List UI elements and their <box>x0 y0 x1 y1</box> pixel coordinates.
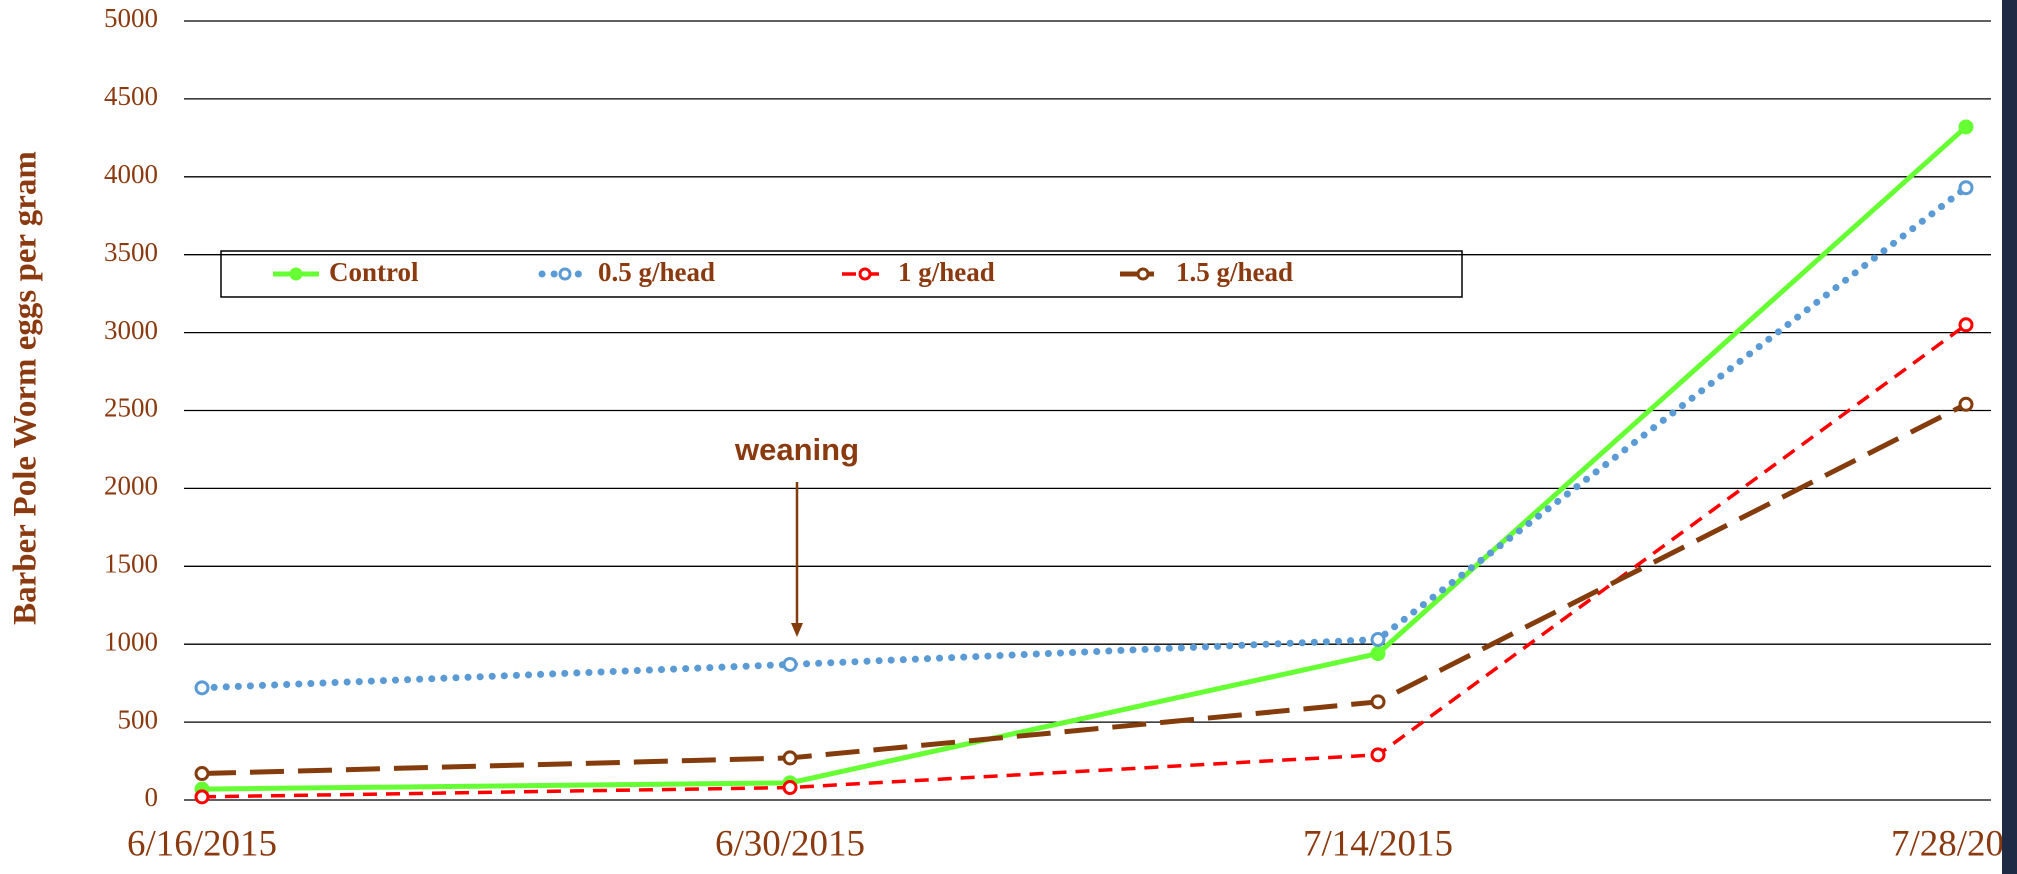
series-line <box>201 323 1968 799</box>
data-point <box>1370 632 1386 648</box>
y-tick-label: 3500 <box>104 237 158 267</box>
data-point <box>782 780 798 796</box>
legend-label: Control <box>329 257 419 287</box>
x-tick-label: 6/16/2015 <box>127 823 277 864</box>
y-tick-label: 2000 <box>104 471 158 501</box>
arrow-head <box>791 623 803 637</box>
legend-marker <box>558 267 572 281</box>
data-point <box>782 656 798 672</box>
data-point <box>1958 180 1974 196</box>
y-axis-label: Barber Pole Worm eggs per gram <box>8 151 44 625</box>
y-tick-label: 0 <box>145 782 159 812</box>
legend-label: 0.5 g/head <box>598 257 715 287</box>
legend-marker <box>1136 267 1150 281</box>
legend-label: 1 g/head <box>898 257 995 287</box>
y-tick-label: 2500 <box>104 393 158 423</box>
y-tick-label: 1000 <box>104 626 158 656</box>
y-tick-label: 1500 <box>104 549 158 579</box>
data-point <box>1958 317 1974 333</box>
annotation: weaning <box>734 432 859 467</box>
data-point <box>194 789 210 805</box>
series-line <box>201 125 1968 792</box>
y-tick-label: 500 <box>118 704 159 734</box>
data-point <box>1370 694 1386 710</box>
legend-label: 1.5 g/head <box>1176 257 1293 287</box>
y-tick-label: 4500 <box>104 81 158 111</box>
legend-marker <box>289 267 303 281</box>
side-strip <box>2002 0 2017 874</box>
series-line <box>201 402 1968 777</box>
y-tick-label: 4000 <box>104 159 158 189</box>
x-tick-label: 7/28/2015 <box>1891 823 2017 864</box>
data-point <box>1370 646 1386 662</box>
data-point <box>1958 119 1974 135</box>
data-point <box>1958 396 1974 412</box>
data-point <box>194 680 210 696</box>
y-tick-label: 3000 <box>104 315 158 345</box>
data-point <box>1370 747 1386 763</box>
data-point <box>194 766 210 782</box>
x-tick-label: 6/30/2015 <box>715 823 865 864</box>
y-tick-label: 5000 <box>104 3 158 33</box>
x-tick-label: 7/14/2015 <box>1303 823 1453 864</box>
series-line <box>198 184 1970 692</box>
legend-marker <box>858 267 872 281</box>
data-point <box>782 750 798 766</box>
legend-box <box>220 250 1463 298</box>
